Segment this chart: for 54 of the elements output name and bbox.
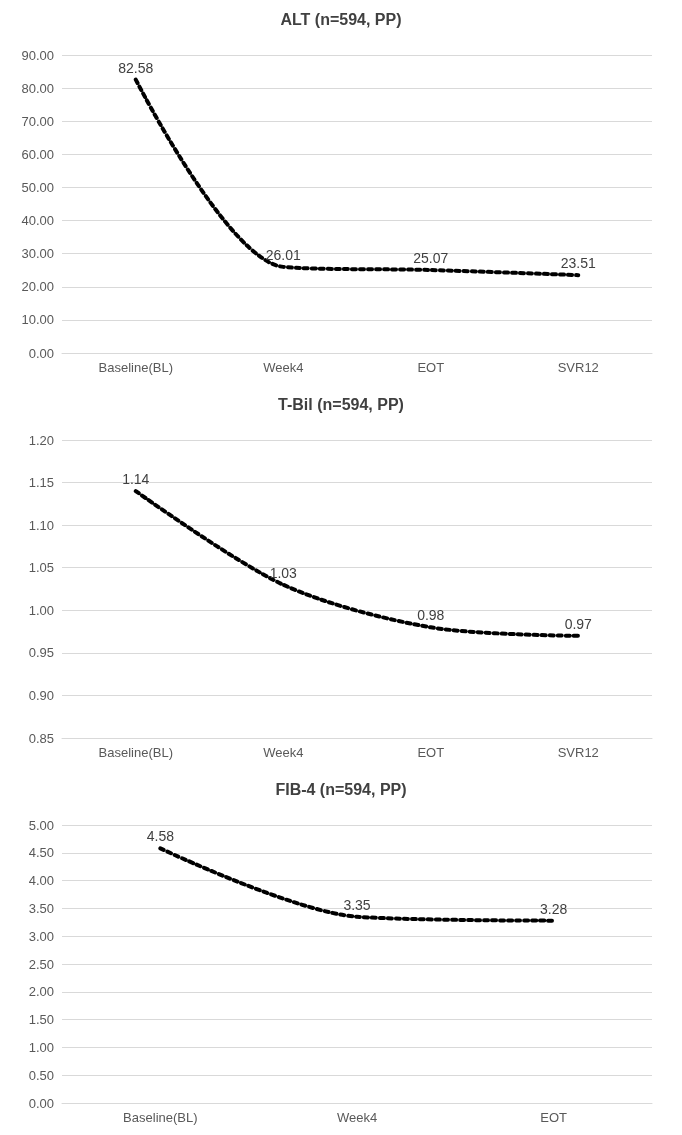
y-tick-label: 40.00 <box>21 213 54 229</box>
y-tick-label: 30.00 <box>21 246 54 262</box>
data-label: 3.35 <box>343 896 371 913</box>
x-tick-label: Baseline(BL) <box>98 360 173 375</box>
y-tick-label: 5.00 <box>28 817 54 833</box>
y-tick-label: 1.15 <box>28 475 54 491</box>
chart-title: T-Bil (n=594, PP) <box>278 395 404 413</box>
data-label: 3.28 <box>540 900 568 917</box>
y-tick-label: 0.00 <box>28 1095 54 1111</box>
x-tick-label: Week4 <box>263 360 304 375</box>
chart-title: ALT (n=594, PP) <box>280 10 402 28</box>
y-tick-label: 0.95 <box>28 645 54 661</box>
y-tick-label: 4.00 <box>28 873 54 889</box>
y-tick-label: 2.00 <box>28 984 54 1000</box>
data-label: 4.58 <box>146 828 175 845</box>
y-tick-label: 60.00 <box>21 146 54 162</box>
y-tick-label: 0.50 <box>28 1067 54 1083</box>
y-tick-label: 90.00 <box>21 47 54 63</box>
y-tick-label: 70.00 <box>21 113 54 129</box>
y-tick-label: 1.10 <box>28 517 54 533</box>
x-tick-label: Baseline(BL) <box>123 1110 198 1125</box>
data-label: 1.03 <box>269 564 298 581</box>
y-tick-label: 80.00 <box>21 80 54 96</box>
data-label: 1.14 <box>122 471 150 488</box>
data-label: 82.58 <box>118 59 154 76</box>
y-tick-label: 1.00 <box>28 1039 54 1055</box>
y-tick-label: 1.20 <box>28 432 54 448</box>
y-tick-label: 0.85 <box>28 730 54 746</box>
y-tick-label: 1.00 <box>28 602 54 618</box>
x-tick-label: EOT <box>540 1110 568 1125</box>
x-tick-label: SVR12 <box>557 360 599 375</box>
x-tick-label: EOT <box>417 360 445 375</box>
y-tick-label: 2.50 <box>28 956 54 972</box>
data-label: 25.07 <box>413 249 449 266</box>
y-tick-label: 1.50 <box>28 1012 54 1028</box>
y-tick-label: 0.90 <box>28 687 54 703</box>
data-label: 26.01 <box>265 246 301 263</box>
y-tick-label: 0.00 <box>28 345 54 361</box>
data-label: 0.98 <box>417 607 445 624</box>
y-tick-label: 3.00 <box>28 928 54 944</box>
y-tick-label: 20.00 <box>21 279 54 295</box>
data-label: 23.51 <box>560 255 596 272</box>
y-tick-label: 50.00 <box>21 179 54 195</box>
chart-title: FIB-4 (n=594, PP) <box>275 780 407 798</box>
x-tick-label: SVR12 <box>557 745 599 760</box>
x-tick-label: Week4 <box>336 1110 378 1125</box>
x-tick-label: Week4 <box>263 745 304 760</box>
y-tick-label: 1.05 <box>28 560 54 576</box>
data-label: 0.97 <box>564 615 593 632</box>
y-tick-label: 10.00 <box>21 312 54 328</box>
x-tick-label: Baseline(BL) <box>98 745 173 760</box>
x-tick-label: EOT <box>417 745 445 760</box>
y-tick-label: 4.50 <box>28 845 54 861</box>
y-tick-label: 3.50 <box>28 900 54 916</box>
